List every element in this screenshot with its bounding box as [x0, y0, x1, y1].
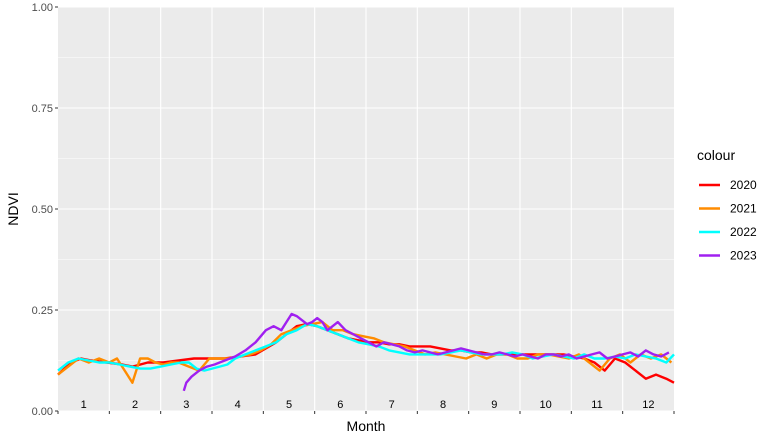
month-label: 9 — [491, 399, 497, 411]
month-label: 12 — [642, 399, 654, 411]
series-line-2022 — [57, 322, 675, 372]
y-tick-label: 0.75 — [32, 103, 53, 115]
month-label: 1 — [81, 399, 87, 411]
month-label: 10 — [540, 399, 552, 411]
month-label: 7 — [389, 399, 395, 411]
legend-label: 2021 — [730, 202, 757, 216]
legend-label: 2020 — [730, 178, 757, 192]
month-label: 11 — [591, 399, 602, 411]
legend-label: 2022 — [730, 225, 757, 239]
legend-label: 2023 — [730, 249, 757, 263]
y-tick-label: 0.25 — [32, 305, 53, 317]
x-axis: 1 2 3 4 5 6 7 8 9 10 11 12 — [57, 399, 675, 414]
month-label: 8 — [440, 399, 446, 411]
month-label: 4 — [235, 399, 241, 411]
series-lines — [57, 312, 675, 392]
month-label: 3 — [183, 399, 189, 411]
y-tick-label: 0.50 — [32, 204, 53, 216]
y-tick-label: 0.00 — [32, 406, 53, 418]
month-label: 5 — [286, 399, 292, 411]
gridlines — [58, 6, 674, 412]
y-axis-title: NDVI — [5, 192, 21, 225]
month-label: 2 — [132, 399, 138, 411]
series-line-2023 — [182, 312, 670, 392]
x-axis-title: Month — [347, 418, 386, 434]
legend: colour 2020 2021 2022 2023 — [697, 147, 757, 263]
month-label: 6 — [337, 399, 343, 411]
y-axis: 0.00 0.25 0.50 0.75 1.00 — [32, 2, 58, 418]
legend-title: colour — [697, 147, 735, 163]
y-tick-label: 1.00 — [32, 2, 53, 14]
